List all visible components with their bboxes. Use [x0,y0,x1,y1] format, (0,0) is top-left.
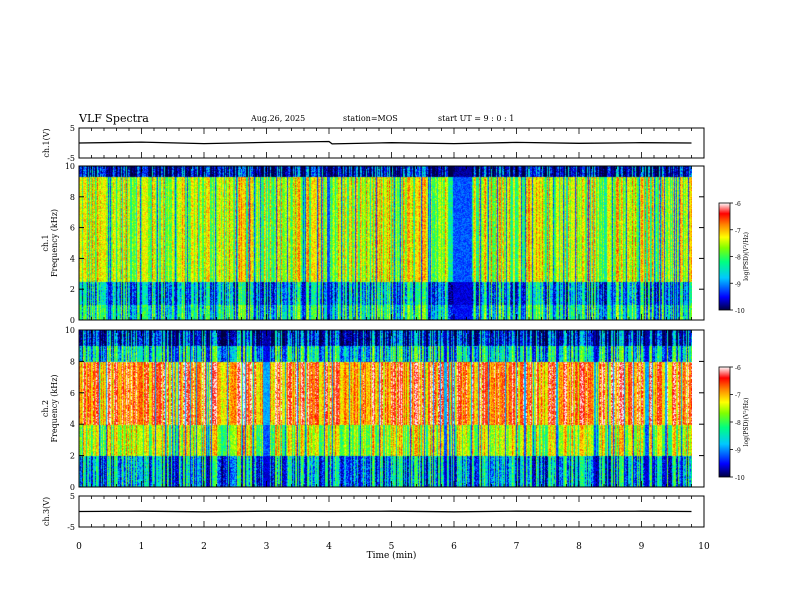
colorbar [718,366,731,478]
y-tick-label: 6 [70,224,75,233]
x-tick-label: 6 [451,542,457,552]
colorbar-tick-label: -6 [735,201,741,208]
panel-ch1-waveform: 5 -5 ch.1(V) [42,124,705,163]
waveform-line [78,140,692,145]
x-tick-label: 7 [514,542,520,552]
date-label: Aug.26, 2025 [251,114,306,123]
y-tick-label: 5 [70,492,75,501]
spectrogram-image [79,330,692,487]
y-tick-label: 2 [70,452,75,461]
y-tick-label: 10 [65,326,75,335]
x-tick-label: 1 [139,542,145,552]
y-tick-label: 4 [70,254,75,263]
x-tick-label: 5 [389,542,395,552]
colorbar-tick-label: -9 [735,448,741,455]
x-tick-label: 0 [76,542,82,552]
colorbar-tick-label: -7 [735,393,741,400]
colorbar-tick-label: -9 [735,281,741,288]
colorbar-tick-label: -8 [735,255,741,262]
panel-ch3-waveform: 5 -5 ch.3(V) [42,492,705,532]
x-tick-label: 4 [326,542,332,552]
y-tick-label: -5 [67,523,75,532]
x-tick-label: 3 [264,542,270,552]
y-tick-label: -5 [67,154,75,163]
start-ut-label: start UT = 9 : 0 : 1 [438,114,515,123]
y-tick-label: 10 [65,162,75,171]
colorbar-tick-label: -10 [735,308,745,315]
y-axis-label: ch.3(V) [42,497,51,526]
colorbar-label: log(PSD)(V²/Hz) [743,232,750,281]
colorbar-tick-label: -6 [735,365,741,372]
y-tick-label: 8 [70,193,75,202]
panel-ch1-spectrogram: 0 2 4 6 8 10 ch.1 Frequency (kHz) -6 -7 -8 -9 -10 log… [41,162,750,325]
colorbar-label: log(PSD)(V²/Hz) [743,398,750,447]
y-axis-label: ch.1(V) [42,128,51,157]
x-tick-label: 10 [698,542,710,552]
y-tick-label: 2 [70,285,75,294]
x-tick-label: 2 [201,542,207,552]
y-tick-label: 8 [70,357,75,366]
x-axis-label: Time (min) [367,550,417,561]
y-axis-label: Frequency (kHz) [50,209,59,277]
x-tick-label: 8 [576,542,582,552]
spectrogram-image [79,166,692,320]
y-axis-label: ch.1 [41,234,50,251]
station-label: station=MOS [343,114,398,123]
colorbar [718,202,731,311]
panel-ch2-spectrogram: 0 2 4 6 8 10 ch.2 Frequency (kHz) -6 -7 -8 -9 -10 log… [41,326,750,492]
figure-title: VLF Spectra [79,112,149,125]
colorbar-tick-label: -8 [735,420,741,427]
y-axis-label: ch.2 [41,400,50,417]
y-axis-label: Frequency (kHz) [50,374,59,442]
x-tick-label: 9 [639,542,645,552]
y-tick-label: 4 [70,420,75,429]
colorbar-tick-label: -7 [735,228,741,235]
y-tick-label: 0 [70,483,75,492]
colorbar-tick-label: -10 [735,475,745,482]
y-tick-label: 0 [70,316,75,325]
waveform-line [78,510,692,513]
y-tick-label: 6 [70,389,75,398]
y-tick-label: 5 [70,124,75,133]
